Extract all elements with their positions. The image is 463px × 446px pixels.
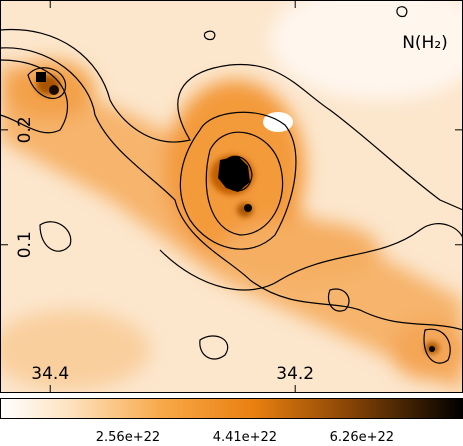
colorbar-tick-label: 6.26e+22	[330, 430, 394, 445]
y-tick-label: 0.1	[15, 231, 35, 258]
colorbar-tick-label: 4.41e+22	[213, 430, 277, 445]
x-tick-label: 34.2	[276, 364, 314, 384]
map-label: N(H₂)	[402, 33, 448, 53]
colorbar-tick-label: 2.56e+22	[96, 430, 160, 445]
x-tick-label: 34.4	[31, 364, 69, 384]
map	[0, 0, 463, 393]
y-tick-label: 0.2	[15, 116, 35, 143]
colorbar	[0, 398, 463, 419]
